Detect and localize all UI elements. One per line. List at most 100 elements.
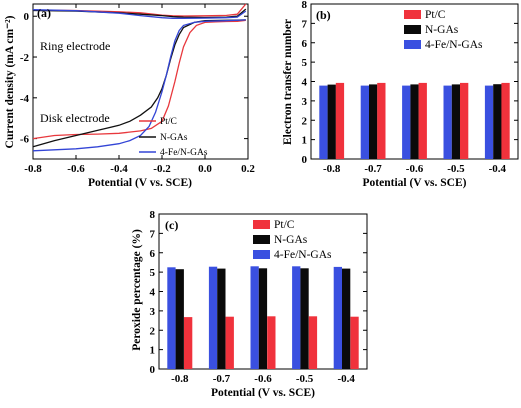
y-tick-label: 1 xyxy=(150,345,156,357)
y-tick-label: -2 xyxy=(20,52,30,64)
y-tick-label: 0 xyxy=(150,364,156,376)
x-tick-label: -0.6 xyxy=(254,373,272,385)
y-tick-label: 8 xyxy=(150,209,156,221)
y-axis-title: Electron transfer number xyxy=(282,19,294,145)
bar-2-4 xyxy=(501,82,510,159)
y-tick-label: 0 xyxy=(302,154,308,166)
series-line-disk-2 xyxy=(32,19,246,152)
y-tick-label: -4 xyxy=(20,93,30,105)
panel-label: (b) xyxy=(316,8,331,22)
bar-1-3 xyxy=(451,84,461,159)
bar-1-1 xyxy=(217,268,226,369)
y-axis-title: Peroxide percentage (%) xyxy=(131,229,143,351)
panel-c-bar-chart: 0 1 2 3 4 5 6 7 8 -0.8 -0.7 -0.6 -0.5 -0.4 (c) Pt/C N-GA… xyxy=(131,209,368,399)
bar-0-2 xyxy=(402,85,411,159)
y-tick-label: 6 xyxy=(150,248,156,260)
y-tick-label: -6 xyxy=(20,134,30,146)
y-tick-label: 3 xyxy=(150,306,156,318)
bar-2-2 xyxy=(418,82,427,159)
y-axis-title: Current density (mA cm⁻²) xyxy=(4,15,16,148)
legend-swatch xyxy=(253,250,270,259)
bar-1-2 xyxy=(258,268,268,370)
annotation-disk: Disk electrode xyxy=(40,111,110,125)
bar-0-1 xyxy=(360,85,369,159)
x-tick-label: -0.4 xyxy=(489,163,507,175)
bar-1-4 xyxy=(342,268,351,369)
annotation-ring: Ring electrode xyxy=(40,39,110,53)
legend-label: Pt/C xyxy=(425,9,446,21)
y-tick-label: 0 xyxy=(24,11,30,23)
x-axis-title: Potential (V vs. SCE) xyxy=(211,387,315,399)
bar-1-2 xyxy=(410,84,419,159)
x-tick-label: -0.6 xyxy=(67,163,85,175)
series-line-ring-2 xyxy=(32,9,247,19)
bar-0-3 xyxy=(443,85,452,159)
bar-1-1 xyxy=(369,84,378,159)
bar-0-1 xyxy=(208,266,218,369)
bar-0-0 xyxy=(319,85,328,159)
bar-0-3 xyxy=(292,266,301,369)
y-tick-label: 4 xyxy=(150,287,156,299)
plot-frame xyxy=(32,3,249,160)
bar-2-0 xyxy=(335,82,345,159)
panel-label: (a) xyxy=(37,6,51,20)
bar-1-4 xyxy=(493,84,502,159)
legend-swatch xyxy=(253,220,270,229)
legend-swatch xyxy=(404,10,421,19)
x-tick-label: -0.7 xyxy=(213,373,231,385)
legend-swatch xyxy=(404,25,421,34)
bar-2-0 xyxy=(184,317,193,369)
panel-label: (c) xyxy=(165,218,178,232)
bar-1-3 xyxy=(300,268,309,370)
x-tick-label: -0.2 xyxy=(153,163,171,175)
panel-a-line-chart: -0.8 -0.6 -0.4 -0.2 0.0 0.2 0 -2 -4 -6 (a) Ring ele… xyxy=(4,3,255,189)
x-tick-label: -0.4 xyxy=(110,163,128,175)
y-tick-label: 7 xyxy=(302,18,308,30)
legend-label: N-GAs xyxy=(274,234,308,246)
x-tick-label: -0.8 xyxy=(171,373,189,385)
legend-label: 4-Fe/N-GAs xyxy=(425,39,483,51)
x-tick-label: -0.7 xyxy=(364,163,382,175)
bar-2-3 xyxy=(460,82,469,159)
y-tick-label: 7 xyxy=(150,228,156,240)
y-tick-label: 2 xyxy=(150,325,156,337)
x-axis-title: Potential (V vs. SCE) xyxy=(88,177,192,189)
bar-0-4 xyxy=(333,266,342,369)
legend-label: N-GAs xyxy=(160,133,188,143)
x-tick-label: -0.8 xyxy=(24,163,42,175)
bar-1-0 xyxy=(327,84,336,159)
legend-swatch xyxy=(404,40,421,49)
x-tick-label: -0.6 xyxy=(406,163,424,175)
y-tick-label: 1 xyxy=(302,135,308,147)
series-line-ring-0 xyxy=(32,3,247,17)
bar-0-2 xyxy=(250,266,259,369)
x-axis-title: Potential (V vs. SCE) xyxy=(363,177,467,189)
y-tick-label: 3 xyxy=(302,96,308,108)
y-tick-label: 6 xyxy=(302,38,308,50)
x-tick-label: 0.2 xyxy=(241,163,255,175)
legend-label: 4-Fe/N-GAs xyxy=(274,249,332,261)
legend-label: Pt/C xyxy=(274,219,295,231)
series-line-disk-0 xyxy=(32,19,246,140)
legend-label: 4-Fe/N-GAs xyxy=(160,148,208,158)
y-tick-label: 4 xyxy=(302,77,308,89)
legend-label: N-GAs xyxy=(425,24,459,36)
y-tick-label: 8 xyxy=(302,0,308,11)
panel-b-bar-chart: 0 1 2 3 4 5 6 7 8 -0.8 -0.7 -0.6 -0.5 -0.4 (b) Pt/C N-GA… xyxy=(282,0,519,189)
bar-2-2 xyxy=(267,316,276,369)
bar-2-1 xyxy=(225,316,234,369)
x-tick-label: 0.0 xyxy=(198,163,212,175)
bar-0-4 xyxy=(484,85,494,159)
y-tick-label: 5 xyxy=(150,267,156,279)
x-tick-label: -0.5 xyxy=(447,163,465,175)
bar-2-4 xyxy=(350,316,359,369)
x-tick-label: -0.8 xyxy=(323,163,341,175)
legend-swatch xyxy=(253,235,270,244)
bar-2-1 xyxy=(377,82,386,159)
y-tick-label: 5 xyxy=(302,57,308,69)
x-tick-label: -0.4 xyxy=(337,373,355,385)
x-tick-label: -0.5 xyxy=(296,373,314,385)
legend-label: Pt/C xyxy=(160,117,177,127)
bar-0-0 xyxy=(167,267,176,369)
